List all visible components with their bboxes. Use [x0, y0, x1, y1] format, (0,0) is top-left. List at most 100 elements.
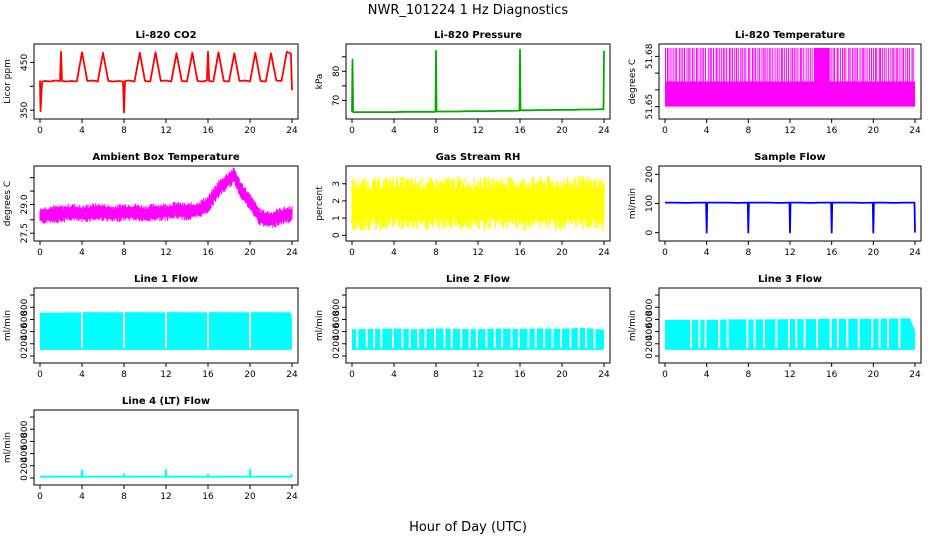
- flow-gap: [249, 304, 251, 348]
- x-tick-label: 16: [826, 126, 838, 136]
- y-tick-label: 600: [332, 311, 342, 328]
- plot-area: [665, 48, 915, 107]
- panel-title: Li-820 Temperature: [735, 30, 845, 41]
- flow-band: [352, 327, 604, 350]
- flow-gap: [433, 321, 436, 348]
- x-tick-label: 24: [286, 492, 298, 502]
- flow-gap: [408, 321, 411, 348]
- x-tick-label: 4: [79, 370, 85, 380]
- flow-gap: [81, 304, 83, 348]
- x-tick-label: 20: [244, 126, 256, 136]
- flow-gap: [836, 312, 839, 348]
- flow-gap: [493, 321, 496, 348]
- y-tick-label: 0: [332, 353, 342, 359]
- panel-1: Li-820 CO2 Licor ppm 0 4 8 12 16 20 24 350 450: [3, 30, 299, 136]
- flow-gap: [501, 321, 504, 348]
- panel-title: Li-820 CO2: [135, 30, 196, 41]
- flow-gap: [559, 321, 562, 348]
- panel-title: Gas Stream RH: [436, 152, 521, 163]
- x-tick-label: 12: [472, 370, 483, 380]
- flow-gap: [690, 312, 693, 348]
- flow-gap: [846, 312, 849, 348]
- y-axis-label: ml/min: [3, 432, 13, 463]
- x-tick-label: 16: [826, 370, 838, 380]
- flow-gap: [485, 321, 488, 348]
- y-tick-label: 0: [20, 475, 30, 481]
- x-tick-label: 16: [202, 248, 214, 258]
- x-tick-label: 0: [349, 248, 355, 258]
- flow-gap: [726, 312, 729, 348]
- y-tick-label: 600: [20, 433, 30, 450]
- x-tick-label: 20: [868, 248, 880, 258]
- panel-title: Line 2 Flow: [446, 274, 510, 285]
- flow-gap: [460, 321, 463, 348]
- plot-area: [39, 50, 293, 114]
- temperature-spike: [824, 48, 828, 82]
- y-tick-label: 0: [645, 229, 655, 235]
- x-tick-label: 0: [37, 248, 43, 258]
- flow-gap: [795, 312, 798, 348]
- x-tick-label: 20: [244, 370, 256, 380]
- x-tick-label: 16: [202, 492, 214, 502]
- flow-gap: [365, 321, 368, 348]
- y-axis-label: ml/min: [315, 310, 325, 341]
- x-tick-label: 24: [286, 248, 298, 258]
- flow-gap: [704, 312, 707, 348]
- x-tick-label: 8: [745, 126, 751, 136]
- flow-gap: [424, 321, 427, 348]
- temperature-spike: [813, 48, 817, 82]
- flow-gap: [816, 312, 819, 348]
- y-tick-label: 200: [20, 335, 30, 352]
- panel-title: Line 4 (LT) Flow: [122, 396, 210, 407]
- panel-title: Line 3 Flow: [758, 274, 822, 285]
- y-tick-label: 800: [20, 420, 30, 437]
- temperature-spike: [820, 48, 824, 82]
- x-tick-label: 4: [79, 492, 85, 502]
- y-tick-label: 0: [645, 353, 655, 359]
- x-tick-label: 20: [556, 248, 568, 258]
- panel-6: Sample Flow ml/min 0 4 8 12 16 20 24 0 100 200: [628, 152, 922, 258]
- x-tick-label: 8: [433, 126, 439, 136]
- flow-gap: [551, 321, 554, 348]
- temperature-spike: [817, 48, 821, 82]
- flow-gap: [803, 312, 806, 348]
- x-tick-label: 0: [662, 370, 668, 380]
- flow-gap: [718, 312, 721, 348]
- y-tick-label: 51.68: [645, 43, 655, 69]
- x-tick-label: 16: [514, 248, 526, 258]
- x-tick-label: 20: [868, 126, 880, 136]
- temperature-spike: [823, 48, 827, 82]
- x-tick-label: 24: [286, 370, 298, 380]
- y-tick-label: 0: [20, 353, 30, 359]
- y-tick-label: 800: [332, 298, 342, 315]
- panel-title: Sample Flow: [754, 152, 826, 163]
- flow-gap: [207, 304, 209, 348]
- x-tick-label: 12: [160, 126, 171, 136]
- panel-2: Li-820 Pressure kPa 0 4 8 12 16 20 24 70 80: [315, 30, 611, 136]
- x-tick-label: 4: [391, 248, 397, 258]
- x-tick-label: 24: [909, 126, 921, 136]
- temperature-spike: [815, 48, 819, 82]
- x-tick-label: 16: [202, 370, 214, 380]
- plot-area: [40, 468, 293, 478]
- flow-gap: [401, 321, 404, 348]
- panel-title: Line 1 Flow: [134, 274, 198, 285]
- x-tick-label: 0: [349, 126, 355, 136]
- y-tick-label: 600: [645, 311, 655, 328]
- flow-band: [665, 318, 915, 350]
- x-tick-label: 20: [244, 492, 256, 502]
- y-axis-label: Licor ppm: [3, 59, 13, 104]
- y-tick-label: 100: [645, 195, 655, 212]
- x-tick-label: 0: [37, 492, 43, 502]
- flow-gap: [417, 321, 420, 348]
- plot-frame: [345, 43, 611, 120]
- series-line: [351, 48, 605, 113]
- y-axis-label: degrees C: [628, 59, 638, 104]
- plot-area: [351, 48, 605, 113]
- x-tick-label: 20: [244, 248, 256, 258]
- y-tick-label: 450: [20, 53, 30, 70]
- y-tick-label: 1: [332, 215, 342, 221]
- x-tick-label: 4: [704, 126, 710, 136]
